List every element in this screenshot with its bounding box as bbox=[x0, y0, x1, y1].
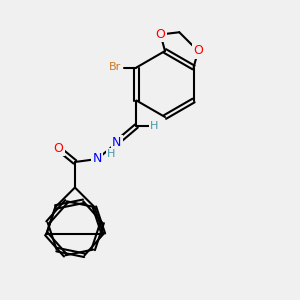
Text: N: N bbox=[112, 136, 122, 149]
Text: O: O bbox=[53, 142, 63, 155]
Text: O: O bbox=[193, 44, 203, 58]
Text: N: N bbox=[93, 152, 102, 166]
Text: Br: Br bbox=[109, 62, 122, 73]
Text: H: H bbox=[150, 121, 159, 131]
Text: H: H bbox=[107, 149, 115, 160]
Text: O: O bbox=[156, 28, 165, 41]
